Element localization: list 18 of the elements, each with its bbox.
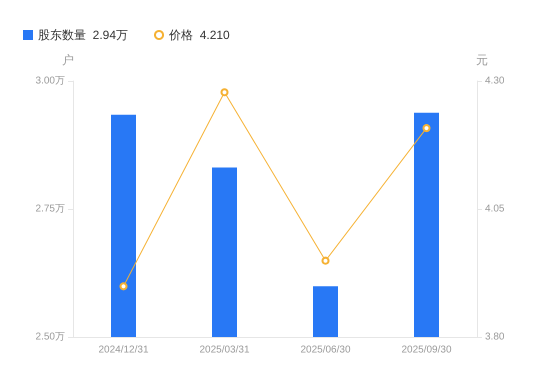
y2-tick-label: 3.80 bbox=[485, 332, 505, 342]
y-tick-label: 3.00万 bbox=[36, 76, 65, 86]
y2-axis-title: 元 bbox=[476, 53, 488, 67]
legend-label: 价格 4.210 bbox=[168, 28, 230, 42]
legend-label: 股东数量 2.94万 bbox=[38, 28, 128, 42]
point bbox=[322, 256, 330, 265]
point bbox=[422, 124, 430, 132]
y-tick-label: 2.75万 bbox=[36, 204, 65, 214]
point bbox=[120, 282, 128, 290]
y2-tick-label: 4.30 bbox=[485, 76, 505, 86]
y-axis-title: 户 bbox=[62, 53, 74, 67]
x-tick-label: 2025/09/30 bbox=[401, 344, 452, 356]
point bbox=[220, 88, 228, 96]
x-tick-label: 2025/03/31 bbox=[199, 344, 250, 356]
x-tick-label: 2024/12/31 bbox=[98, 344, 149, 356]
y2-tick-label: 4.05 bbox=[485, 204, 505, 214]
y-tick-label: 2.50万 bbox=[36, 332, 65, 342]
x-tick-label: 2025/06/30 bbox=[300, 344, 351, 356]
